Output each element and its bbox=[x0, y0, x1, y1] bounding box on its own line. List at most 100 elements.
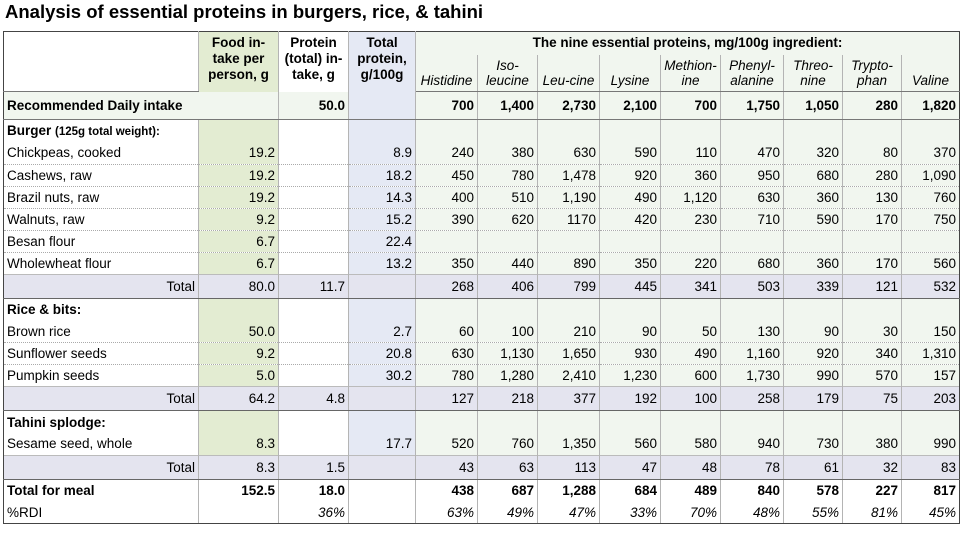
ingredient-row-total-protein: 30.2 bbox=[348, 364, 416, 387]
ingredient-row-value: 1,160 bbox=[720, 342, 784, 365]
ingredient-row: Pumpkin seeds 5.0 30.2 780 1,280 2,410 1,230 60… bbox=[3, 364, 960, 387]
ingredient-row-value: 1,310 bbox=[901, 342, 960, 365]
total-protein: 4.8 bbox=[278, 386, 349, 411]
meal-label: Total for meal bbox=[3, 478, 199, 502]
total-value: 258 bbox=[720, 386, 784, 411]
header-row-aminos: Histidine Iso-leucine Leu-cine Lysine Methio… bbox=[3, 55, 960, 92]
ingredient-row-label: Sesame seed, whole bbox=[3, 433, 199, 456]
section-intake bbox=[198, 119, 279, 142]
ingredient-row-label: Walnuts, raw bbox=[3, 208, 199, 231]
ingredient-row-value: 130 bbox=[720, 320, 784, 343]
ingredient-row-value: 170 bbox=[842, 208, 902, 231]
ingredient-row-value: 110 bbox=[660, 142, 721, 165]
ingredient-row-value bbox=[901, 230, 960, 253]
section-blank bbox=[415, 410, 478, 433]
rdi-total-protein bbox=[348, 91, 416, 120]
ingredient-row-value: 450 bbox=[415, 164, 478, 187]
total-value: 445 bbox=[599, 273, 661, 299]
ingredient-row-value: 380 bbox=[842, 433, 902, 456]
page-title: Analysis of essential proteins in burger… bbox=[5, 1, 484, 22]
pct-value: 70% bbox=[660, 501, 721, 524]
section-total-row: Total 64.2 4.8 127 218 377 192 100 258 179 75 203 bbox=[3, 386, 960, 411]
ingredient-row-value: 560 bbox=[599, 433, 661, 456]
section-blank bbox=[599, 298, 661, 321]
ingredient-row-value: 350 bbox=[599, 252, 661, 275]
section-blank bbox=[537, 410, 600, 433]
section-blank bbox=[783, 298, 843, 321]
ingredient-row-intake: 19.2 bbox=[198, 164, 279, 187]
total-value: 503 bbox=[720, 273, 784, 299]
section-total-row: Total 80.0 11.7 268 406 799 445 341 503 339 121 532 bbox=[3, 273, 960, 299]
section-blank bbox=[783, 119, 843, 142]
meal-value: 684 bbox=[599, 478, 661, 502]
ingredient-row-value: 350 bbox=[415, 252, 478, 275]
ingredient-row-value: 80 bbox=[842, 142, 902, 165]
total-value: 339 bbox=[783, 273, 843, 299]
ingredient-row-value: 230 bbox=[660, 208, 721, 231]
rdi-value: 1,750 bbox=[720, 91, 784, 120]
ingredient-row-value: 390 bbox=[415, 208, 478, 231]
ingredient-row-value: 380 bbox=[477, 142, 538, 165]
total-value: 75 bbox=[842, 386, 902, 411]
section-header: Rice & bits: bbox=[3, 298, 960, 321]
total-value: 43 bbox=[415, 454, 478, 480]
ingredient-row-value: 150 bbox=[901, 320, 960, 343]
ingredient-row-label: Besan flour bbox=[3, 230, 199, 253]
section-header: Tahini splodge: bbox=[3, 410, 960, 433]
meal-blank bbox=[348, 478, 416, 502]
amino-header: Phenyl-alanine bbox=[720, 55, 784, 92]
total-value: 192 bbox=[599, 386, 661, 411]
ingredient-row-value bbox=[783, 230, 843, 253]
ingredient-row-value: 50 bbox=[660, 320, 721, 343]
total-value: 203 bbox=[901, 386, 960, 411]
section-title: Burger (125g total weight): bbox=[3, 119, 199, 142]
ingredient-row-value: 1,190 bbox=[537, 186, 600, 209]
ingredient-row-value bbox=[537, 230, 600, 253]
section-total-protein bbox=[348, 119, 416, 142]
total-value: 63 bbox=[477, 454, 538, 480]
ingredient-row-value: 600 bbox=[660, 364, 721, 387]
rdi-value: 1,400 bbox=[477, 91, 538, 120]
meal-value: 438 bbox=[415, 478, 478, 502]
amino-header: Methion-ine bbox=[660, 55, 721, 92]
ingredient-row-value: 680 bbox=[720, 252, 784, 275]
ingredient-row-total-protein: 13.2 bbox=[348, 252, 416, 275]
ingredient-row-value: 440 bbox=[477, 252, 538, 275]
ingredient-row-total-protein: 8.9 bbox=[348, 142, 416, 165]
ingredient-row-value: 680 bbox=[783, 164, 843, 187]
ingredient-row-value bbox=[720, 230, 784, 253]
ingredient-row-value: 920 bbox=[783, 342, 843, 365]
ingredient-row-value: 750 bbox=[901, 208, 960, 231]
ingredient-row-protein bbox=[278, 164, 349, 187]
header-essential-proteins: The nine essential proteins, mg/100g ing… bbox=[415, 31, 960, 55]
total-label: Total bbox=[3, 273, 199, 299]
ingredient-row-protein bbox=[278, 364, 349, 387]
ingredient-row: Chickpeas, cooked 19.2 8.9 240 380 630 590 110 4… bbox=[3, 142, 960, 165]
ingredient-row-total-protein: 2.7 bbox=[348, 320, 416, 343]
total-intake: 64.2 bbox=[198, 386, 279, 411]
section-blank bbox=[720, 119, 784, 142]
ingredient-row-value: 420 bbox=[599, 208, 661, 231]
ingredient-row-value: 1,090 bbox=[901, 164, 960, 187]
pct-value: 81% bbox=[842, 501, 902, 524]
ingredient-row-value: 920 bbox=[599, 164, 661, 187]
ingredient-row-value: 280 bbox=[842, 164, 902, 187]
total-value: 61 bbox=[783, 454, 843, 480]
section-blank bbox=[901, 298, 960, 321]
ingredient-row-value: 360 bbox=[783, 186, 843, 209]
amino-header: Threo-nine bbox=[783, 55, 843, 92]
ingredient-row: Brazil nuts, raw 19.2 14.3 400 510 1,190 490 1,… bbox=[3, 186, 960, 209]
ingredient-row-value: 1,120 bbox=[660, 186, 721, 209]
ingredient-row-value: 30 bbox=[842, 320, 902, 343]
ingredient-row-protein bbox=[278, 230, 349, 253]
section-header: Burger (125g total weight): bbox=[3, 119, 960, 142]
ingredient-row-value bbox=[415, 230, 478, 253]
section-blank bbox=[783, 410, 843, 433]
ingredient-row-value: 630 bbox=[720, 186, 784, 209]
header-blank bbox=[3, 31, 199, 55]
meal-value: 227 bbox=[842, 478, 902, 502]
total-label: Total bbox=[3, 454, 199, 480]
ingredient-row-value: 490 bbox=[660, 342, 721, 365]
total-value: 78 bbox=[720, 454, 784, 480]
ingredient-row-protein bbox=[278, 142, 349, 165]
